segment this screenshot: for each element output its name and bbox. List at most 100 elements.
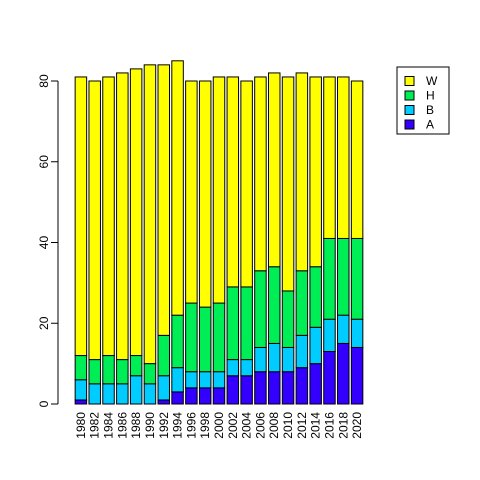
bar-B-1998 xyxy=(198,371,212,389)
bar-A-2012 xyxy=(295,367,309,405)
legend-label-H: H xyxy=(426,89,435,103)
bar-B-1992 xyxy=(157,375,171,401)
y-tick-label: 20 xyxy=(37,316,51,330)
legend-swatch-H xyxy=(404,90,415,101)
bar-B-1994 xyxy=(171,367,184,393)
bar-W-1984 xyxy=(102,76,115,357)
bar-H-2018 xyxy=(337,237,350,316)
x-tick-label: 1982 xyxy=(88,412,102,439)
x-tick-label: 1996 xyxy=(184,412,198,439)
bar-A-2020 xyxy=(350,346,364,405)
legend-label-B: B xyxy=(426,103,434,117)
x-tick-label: 2004 xyxy=(240,412,254,439)
bar-W-2016 xyxy=(323,76,336,239)
bar-B-2002 xyxy=(226,359,240,377)
x-tick-label: 1980 xyxy=(74,412,88,439)
bar-B-2014 xyxy=(309,326,322,365)
bar-W-1992 xyxy=(157,64,171,336)
x-tick-label: 1986 xyxy=(115,412,129,439)
bar-W-2010 xyxy=(281,76,295,292)
bar-W-1982 xyxy=(88,80,101,361)
bar-A-2016 xyxy=(323,351,336,405)
legend-swatch-B xyxy=(404,105,415,115)
x-tick-label: 2010 xyxy=(281,412,295,439)
bar-B-2016 xyxy=(323,318,336,353)
bar-H-1994 xyxy=(171,314,184,369)
legend-label-A: A xyxy=(426,118,434,132)
bar-A-2008 xyxy=(267,371,281,405)
bar-B-2008 xyxy=(267,342,281,373)
bar-A-1994 xyxy=(171,391,184,405)
bar-H-2010 xyxy=(281,290,295,348)
bar-B-2004 xyxy=(240,359,253,377)
bar-W-2018 xyxy=(337,76,350,239)
y-tick-label: 80 xyxy=(37,74,51,88)
x-tick-label: 1984 xyxy=(102,412,116,439)
x-tick-label: 2018 xyxy=(336,412,350,439)
bar-W-2014 xyxy=(309,76,322,268)
legend-swatch-A xyxy=(404,119,415,130)
bar-A-2006 xyxy=(254,371,267,405)
bar-H-2020 xyxy=(350,237,364,320)
bar-H-2014 xyxy=(309,266,322,328)
bar-A-2002 xyxy=(226,375,240,405)
bar-W-2012 xyxy=(295,72,309,272)
bar-W-1998 xyxy=(198,80,212,308)
bar-H-2006 xyxy=(254,270,267,348)
bar-H-1980 xyxy=(74,355,88,381)
bar-H-1998 xyxy=(198,306,212,373)
x-tick-label: 2008 xyxy=(267,412,281,439)
x-tick-label: 2002 xyxy=(226,412,240,439)
bar-H-1996 xyxy=(185,302,198,373)
bar-B-1984 xyxy=(102,383,115,405)
bar-W-1980 xyxy=(74,76,88,357)
bar-B-1996 xyxy=(185,371,198,389)
bar-group xyxy=(74,60,364,405)
legend-label-W: W xyxy=(426,74,438,88)
bar-H-2012 xyxy=(295,270,309,336)
bar-H-1984 xyxy=(102,355,115,385)
bar-A-1996 xyxy=(185,387,198,405)
bar-H-2008 xyxy=(267,266,281,344)
x-tick-label: 1998 xyxy=(198,412,212,439)
bar-A-1980 xyxy=(74,399,88,405)
x-tick-label: 1992 xyxy=(157,412,171,439)
bar-H-2000 xyxy=(212,302,226,373)
bar-B-1986 xyxy=(116,383,129,405)
y-tick-label: 60 xyxy=(37,155,51,169)
bar-W-2004 xyxy=(240,80,253,288)
x-axis-labels: 1980 1982 1984 1986 1988 1990 1992 1994 1996 1998… xyxy=(74,412,364,439)
bar-A-2018 xyxy=(337,342,350,405)
bar-W-1996 xyxy=(185,80,198,304)
bar-W-2020 xyxy=(350,80,364,239)
bar-H-2004 xyxy=(240,286,253,361)
bar-B-2020 xyxy=(350,318,364,348)
bar-W-2008 xyxy=(267,72,281,268)
bar-W-1990 xyxy=(143,64,157,365)
bar-H-1988 xyxy=(129,355,143,377)
x-tick-label: 1990 xyxy=(143,412,157,439)
bar-B-1988 xyxy=(129,375,143,405)
x-tick-label: 2006 xyxy=(253,412,267,439)
bar-A-2014 xyxy=(309,363,322,405)
bar-A-2000 xyxy=(212,387,226,405)
bar-W-1994 xyxy=(171,60,184,316)
bar-B-2010 xyxy=(281,346,295,373)
x-tick-label: 2012 xyxy=(295,412,309,439)
bar-A-2004 xyxy=(240,375,253,405)
x-tick-label: 2014 xyxy=(309,412,323,439)
bar-H-2016 xyxy=(323,237,336,320)
bar-W-2002 xyxy=(226,76,240,288)
bar-B-1982 xyxy=(88,383,101,405)
bar-B-1990 xyxy=(143,383,157,405)
x-tick-label: 1988 xyxy=(129,412,143,439)
bar-W-1988 xyxy=(129,68,143,357)
bar-H-1982 xyxy=(88,359,101,385)
x-tick-label: 2000 xyxy=(212,412,226,439)
bar-W-2006 xyxy=(254,76,267,272)
bar-H-1990 xyxy=(143,363,157,385)
x-tick-label: 1994 xyxy=(171,412,185,439)
y-tick-label: 40 xyxy=(37,236,51,250)
